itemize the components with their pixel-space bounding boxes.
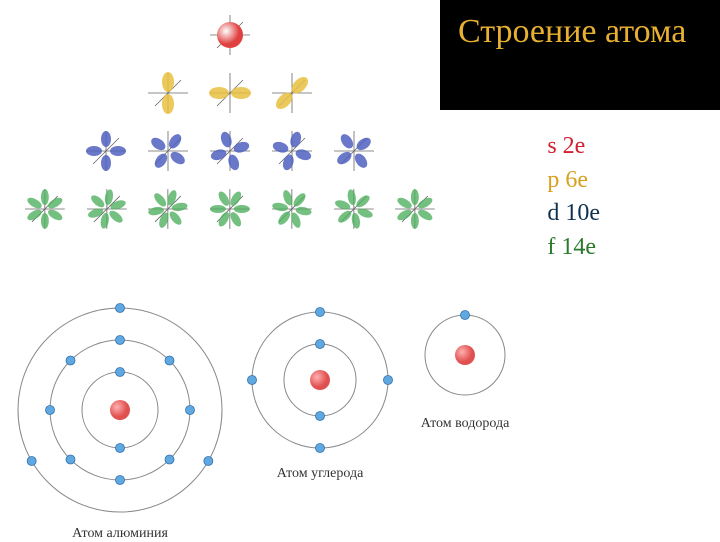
- d-orbital: [329, 126, 379, 176]
- f-orbital: [267, 184, 317, 234]
- atom-diagram: Атом углерода: [240, 300, 400, 482]
- electron-capacity-line: d 10e: [547, 197, 600, 231]
- electron-capacity-list: s 2ep 6ed 10ef 14e: [547, 130, 600, 264]
- f-orbital: [143, 184, 193, 234]
- atom-diagram: Атом алюминия: [10, 300, 230, 542]
- electron-capacity-line: f 14e: [547, 231, 600, 265]
- d-orbital: [267, 126, 317, 176]
- title-box: Строение атома: [440, 0, 720, 110]
- f-orbital: [20, 184, 70, 234]
- orbital-row-p: [20, 68, 440, 118]
- s-orbital: [205, 10, 255, 60]
- atom-diagram: Атом водорода: [410, 300, 520, 432]
- d-orbital: [81, 126, 131, 176]
- electron-capacity-line: s 2e: [547, 130, 600, 164]
- f-orbital: [329, 184, 379, 234]
- atom-label: Атом углерода: [277, 466, 364, 482]
- orbital-row-f: [20, 184, 440, 234]
- d-orbital: [143, 126, 193, 176]
- p-orbital: [143, 68, 193, 118]
- page-title: Строение атома: [458, 12, 702, 53]
- orbital-row-s: [20, 10, 440, 60]
- f-orbital: [82, 184, 132, 234]
- d-orbital: [205, 126, 255, 176]
- electron-capacity-line: p 6e: [547, 164, 600, 198]
- orbital-diagram: [20, 10, 440, 290]
- p-orbital: [205, 68, 255, 118]
- f-orbital: [205, 184, 255, 234]
- p-orbital: [267, 68, 317, 118]
- orbital-row-d: [20, 126, 440, 176]
- atom-label: Атом водорода: [421, 416, 510, 432]
- f-orbital: [390, 184, 440, 234]
- bohr-atoms-row: Атом алюминияАтом углеродаАтом водорода: [10, 300, 710, 530]
